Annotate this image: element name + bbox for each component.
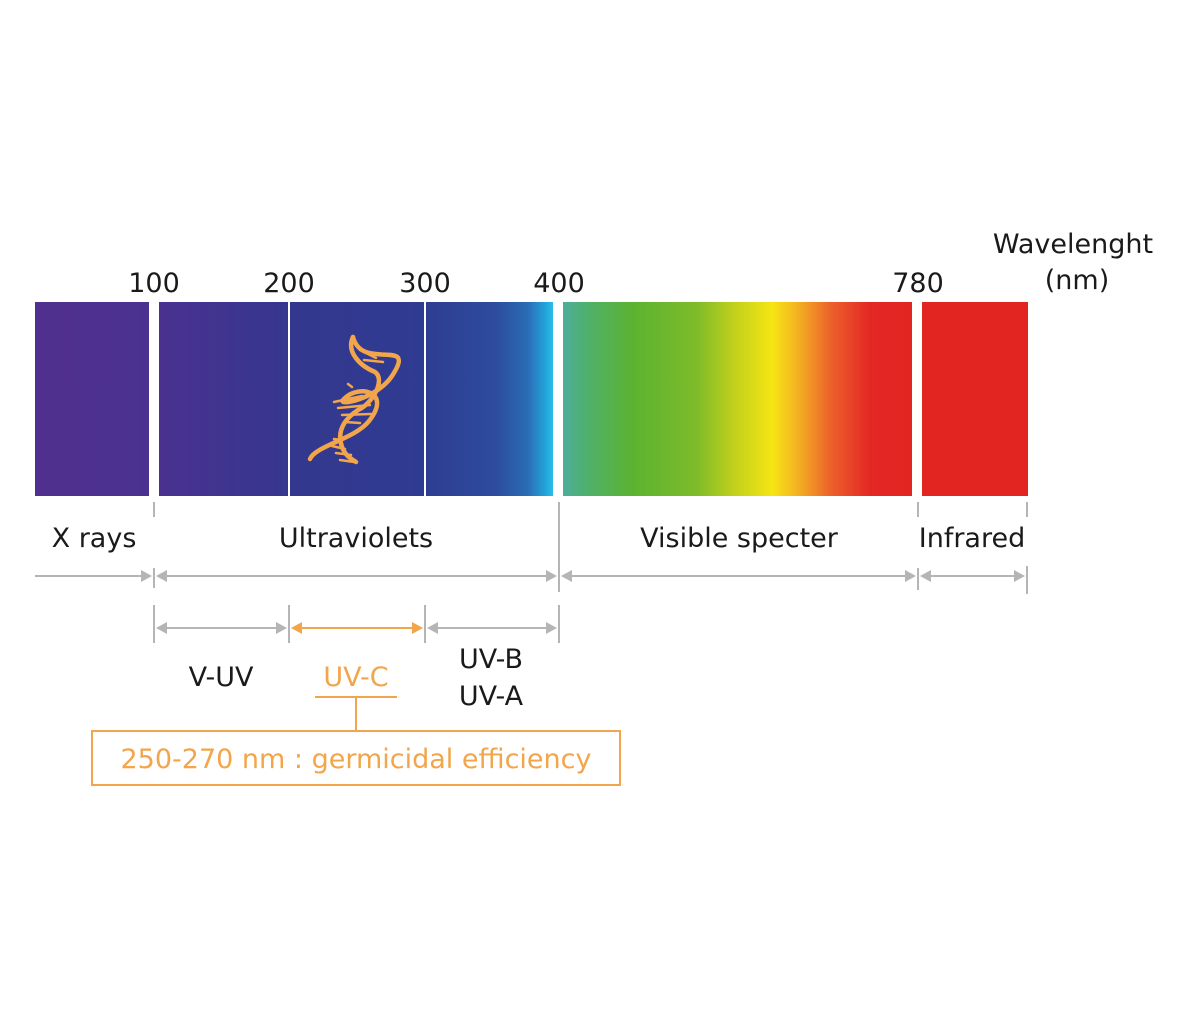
germicidal-callout-box	[91, 730, 621, 786]
tick-label-400: 400	[533, 268, 585, 299]
uvc-arrowhead-left	[291, 622, 302, 634]
uvb-arrowhead-left	[427, 622, 438, 634]
uvc-arrowhead-right	[412, 622, 423, 634]
uv-subband-boundaries	[153, 605, 560, 643]
visible-range-arrowhead-right	[905, 570, 916, 582]
band-label-xrays: X rays	[52, 523, 137, 554]
vuv-arrowhead-right	[276, 622, 287, 634]
xray-range-arrowhead	[141, 570, 152, 582]
band-label-infrared: Infrared	[919, 523, 1025, 554]
band-boundaries	[153, 502, 1028, 594]
axis-title-line1: Wavelenght	[993, 229, 1153, 260]
uv-range-arrowhead-right	[546, 570, 557, 582]
axis-title-line2: (nm)	[1045, 265, 1109, 296]
subband-label-uvc: UV-C	[323, 662, 388, 693]
uvc-callout-connector	[315, 696, 397, 731]
vuv-arrowhead-left	[156, 622, 167, 634]
subband-label-uva: UV-A	[459, 681, 524, 712]
infrared-strip	[922, 302, 1028, 496]
uvb-uva-strip	[426, 302, 553, 496]
uv-subband-arrows	[156, 622, 557, 634]
band-label-ultraviolets: Ultraviolets	[279, 523, 433, 554]
band-label-visible: Visible specter	[640, 523, 839, 554]
uv-range-arrowhead-left	[156, 570, 167, 582]
infrared-range-arrowhead-left	[920, 570, 931, 582]
tick-label-780: 780	[892, 268, 944, 299]
infrared-range-arrowhead-right	[1014, 570, 1025, 582]
vuv-strip	[159, 302, 288, 496]
tick-label-200: 200	[263, 268, 315, 299]
tick-label-300: 300	[399, 268, 451, 299]
dna-icon	[307, 334, 401, 465]
band-range-arrows	[35, 570, 1025, 582]
tick-label-100: 100	[128, 268, 180, 299]
subband-label-uvb: UV-B	[459, 644, 523, 675]
subband-label-vuv: V-UV	[189, 662, 254, 693]
xray-strip	[35, 302, 149, 496]
germicidal-callout-text: 250-270 nm : germicidal efficiency	[121, 744, 592, 775]
visible-range-arrowhead-left	[561, 570, 572, 582]
uvb-arrowhead-right	[546, 622, 557, 634]
visible-strip	[563, 302, 912, 496]
